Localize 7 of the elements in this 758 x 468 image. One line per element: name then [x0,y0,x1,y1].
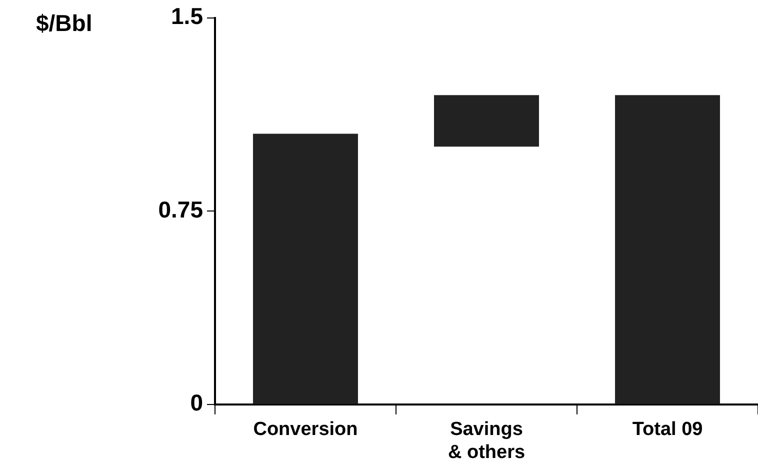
y-tick-label: 1.5 [171,3,204,30]
y-tick-label: 0.75 [158,196,204,222]
x-tick-label: Savings & others [448,419,526,463]
x-tick-label: Total 09 [632,419,703,440]
y-axis-title: $/Bbl [36,10,92,37]
x-tick-label: Conversion [253,419,358,440]
y-tick-label: 0 [190,390,203,416]
